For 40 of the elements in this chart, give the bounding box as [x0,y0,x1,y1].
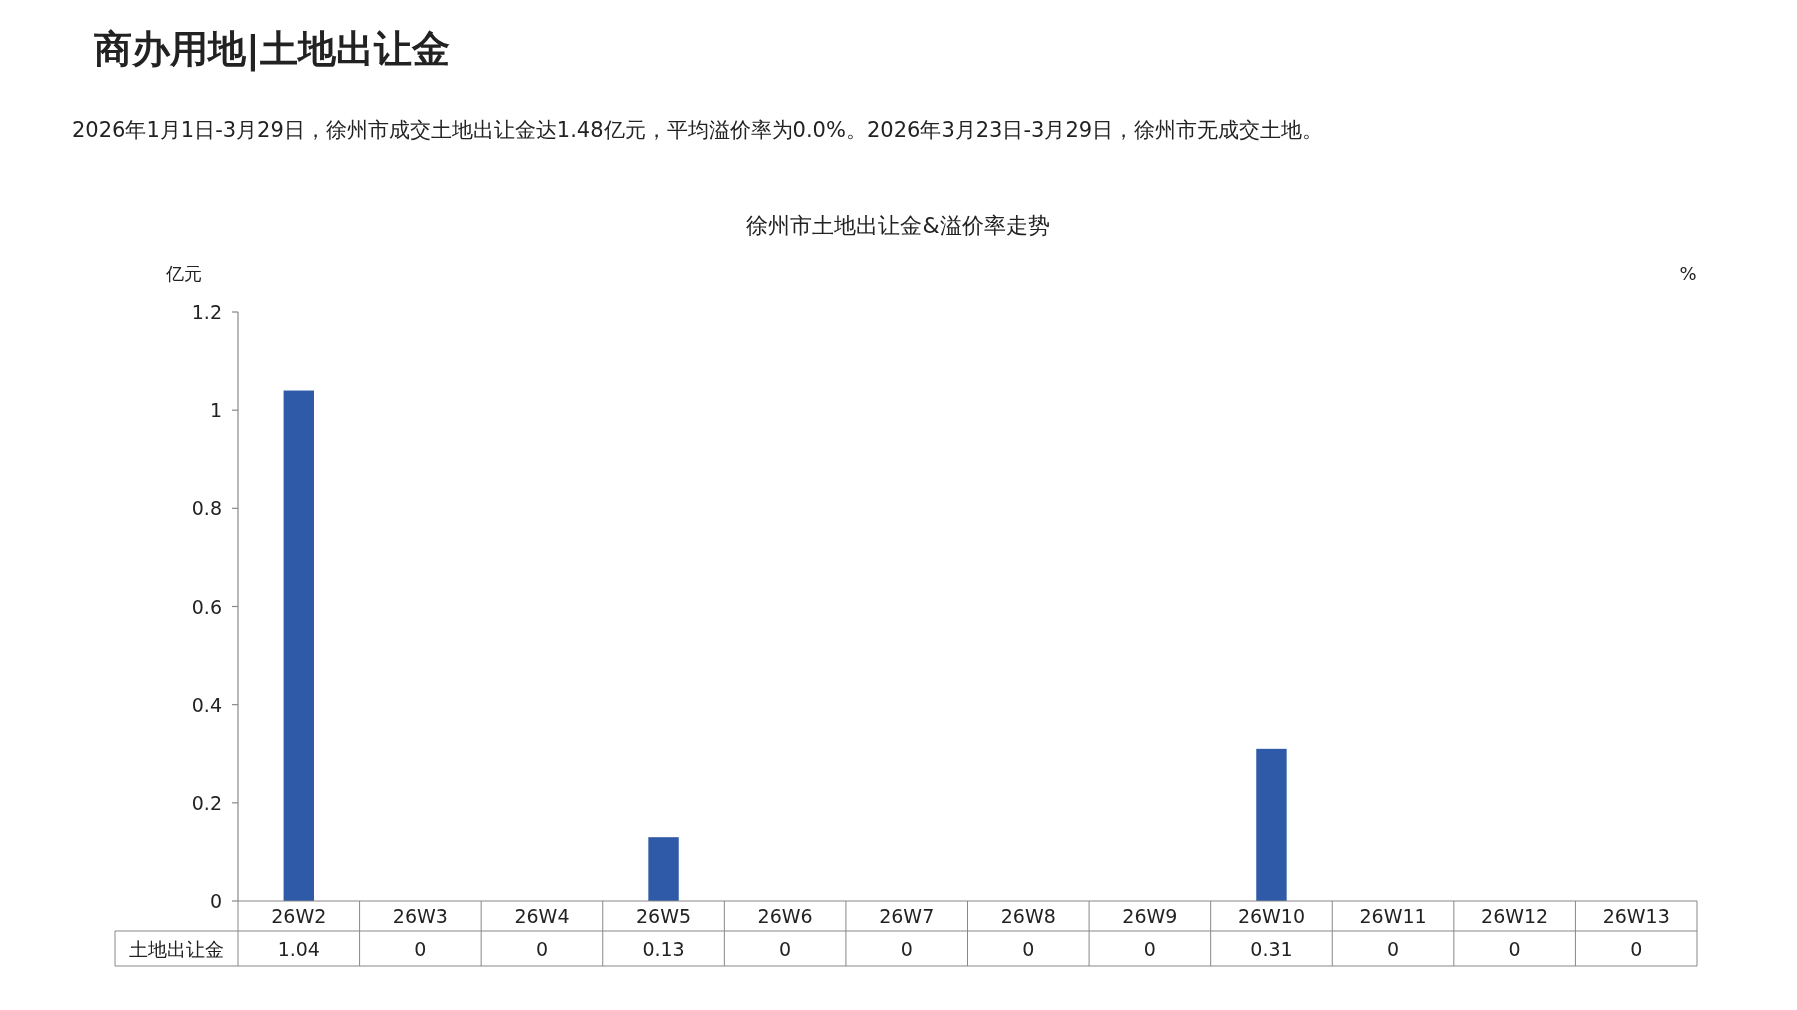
data-label: 0 [1630,937,1643,960]
data-label: 0 [535,937,549,960]
x-tick-label: 26W12 [1481,905,1549,927]
x-tick-label: 26W7 [879,905,935,927]
data-label: 0.13 [642,937,685,960]
text: 2026年1月1日-3月29日，徐州市成交土地出让金达1.48亿元，平均溢价率为0.0%。2026年3月23日-3月29日，徐州市无成交土地。 [72,118,1324,142]
data-label: 0 [1022,937,1035,960]
x-tick-label: 26W3 [392,905,448,927]
x-tick-label: 26W9 [1122,905,1178,927]
data-label: 0 [1508,937,1521,960]
data-label: 0 [414,937,427,960]
bar [648,837,679,901]
x-tick-label: 26W11 [1359,905,1427,927]
x-tick-label: 26W2 [271,905,327,927]
data-label: 0 [1143,937,1156,960]
y2-axis-title: % [1679,262,1697,284]
y-axis-title: 亿元 [165,262,202,284]
x-tick-label: 26W13 [1602,905,1670,927]
text: 商办用地|土地出让金 [94,27,450,72]
x-tick-label: 26W10 [1237,905,1306,927]
y-tick-label: 1 [209,399,222,422]
y-tick-label: 1.2 [191,301,222,323]
y-tick-label: 0.2 [191,791,222,814]
x-tick-label: 26W4 [514,905,570,927]
y-tick-label: 0 [209,890,222,912]
y-tick-label: 0.6 [191,595,222,618]
text: 土地出让金 [129,937,224,960]
y-tick-label: 0.8 [191,497,222,520]
data-label: 0 [900,937,913,960]
y-tick-label: 0.4 [191,693,222,716]
x-tick-label: 26W5 [636,905,692,927]
chart-title: 徐州市土地出让金&溢价率走势 [746,212,1050,238]
x-tick-label: 26W8 [1000,905,1056,927]
data-label: 1.04 [277,937,320,960]
bar [1256,748,1287,901]
bar [283,390,314,901]
x-tick-label: 26W6 [757,905,813,927]
data-label: 0 [1386,937,1400,960]
data-label: 0.31 [1250,937,1293,960]
data-label: 0 [779,937,792,960]
